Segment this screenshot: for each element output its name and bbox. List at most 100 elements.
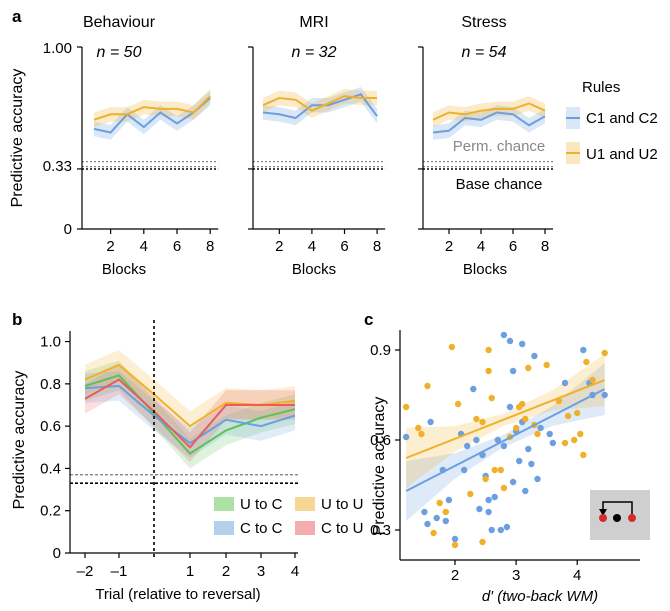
subplot-n-stress: n = 54 <box>462 44 507 61</box>
xtick-label-stress-4: 4 <box>477 238 485 255</box>
panel-b-plot: 1.0 0.8 0.6 0.4 0.2 0 –2 –1 1 2 3 4 <box>40 320 299 580</box>
c-ci-band-blue <box>406 363 605 521</box>
c-point-orange-3 <box>424 382 431 390</box>
schematic-arrow <box>602 501 633 515</box>
xtick-label-mri-8: 8 <box>373 238 381 255</box>
c-point-orange-16 <box>485 367 492 375</box>
legend-label-u-to-u: U to U <box>321 496 364 513</box>
c-point-orange-1 <box>415 424 422 432</box>
c-point-blue-31 <box>516 457 523 465</box>
panel-c-ylabel: Predictive accuracy <box>371 397 388 536</box>
band-u-stress <box>433 96 545 128</box>
c-point-blue-36 <box>528 460 535 468</box>
c-point-blue-37 <box>531 352 538 360</box>
line-c-mri <box>262 93 378 120</box>
legend-label-u-to-c: U to C <box>240 496 283 513</box>
schematic-background <box>590 490 650 540</box>
legend-swatch-u-to-u <box>295 497 315 511</box>
c-ytick-label-2: 0.3 <box>370 522 391 539</box>
c-point-blue-14 <box>476 505 483 513</box>
xtick-label-stress-8: 8 <box>541 238 549 255</box>
c-point-blue-24 <box>500 442 508 450</box>
c-point-orange-33 <box>571 436 578 444</box>
c-point-blue-4 <box>433 514 440 522</box>
a-ytick-0: 0 <box>64 221 72 238</box>
b-xtick-label-2: 1 <box>186 563 194 580</box>
panel-c-plot: 0.9 0.6 0.3 2 3 4 <box>370 330 640 584</box>
legend-label-c-to-c: C to C <box>240 520 283 537</box>
xtick-label-behaviour-6: 6 <box>173 238 181 255</box>
b-line-u-to-c <box>84 374 296 455</box>
c-point-blue-34 <box>522 487 529 495</box>
c-xtick-label-1: 3 <box>512 567 520 584</box>
xtick-label-stress-2: 2 <box>445 238 453 255</box>
subplot-n-mri: n = 32 <box>292 44 337 61</box>
b-band-u-to-u <box>85 350 295 441</box>
b-band-u-to-c <box>85 360 295 469</box>
subplot-title-stress: Stress <box>461 14 506 31</box>
c-point-orange-32 <box>564 412 572 420</box>
c-point-blue-40 <box>546 430 553 438</box>
c-point-orange-17 <box>488 394 495 402</box>
b-xtick-label-3: 2 <box>222 563 230 580</box>
c-point-orange-13 <box>479 418 486 426</box>
c-point-blue-35 <box>525 445 532 453</box>
c-point-blue-46 <box>601 391 608 399</box>
subplot-n-behaviour: n = 50 <box>97 44 142 61</box>
c-point-blue-27 <box>506 403 514 411</box>
b-ytick-label-1: 0.8 <box>40 376 61 393</box>
subplot-title-mri: MRI <box>299 14 328 31</box>
c-point-orange-28 <box>534 430 541 438</box>
c-point-blue-10 <box>461 466 468 474</box>
c-point-blue-41 <box>549 439 556 447</box>
c-point-orange-12 <box>479 538 486 546</box>
c-point-blue-22 <box>497 526 504 534</box>
c-xtick-label-0: 2 <box>451 567 459 584</box>
c-point-blue-29 <box>509 478 517 486</box>
b-xtick-label-1: –1 <box>111 563 128 580</box>
c-point-blue-2 <box>424 520 431 528</box>
panel-b-xlabel: Trial (relative to reversal) <box>95 586 260 603</box>
c-ytick-label-1: 0.6 <box>370 432 391 449</box>
legend-swatch-c-to-u <box>295 521 315 535</box>
b-xtick-label-4: 3 <box>257 563 265 580</box>
c-point-blue-11 <box>464 442 471 450</box>
c-point-orange-2 <box>418 430 425 438</box>
xtick-label-stress-6: 6 <box>509 238 517 255</box>
xtick-label-mri-6: 6 <box>340 238 348 255</box>
c-point-blue-6 <box>442 517 449 525</box>
c-point-orange-10 <box>467 490 474 498</box>
c-point-blue-13 <box>473 436 480 444</box>
c-point-orange-31 <box>561 439 569 447</box>
line-u-stress <box>432 102 546 121</box>
c-point-orange-26 <box>525 364 532 372</box>
legend-label-u: U1 and U2 <box>586 146 658 163</box>
c-point-blue-17 <box>485 508 492 516</box>
a-xlabel-stress: Blocks <box>463 261 507 278</box>
legend-swatch-u-to-c <box>214 497 234 511</box>
c-point-orange-15 <box>485 346 492 354</box>
schematic-dot-black <box>613 514 621 522</box>
c-point-orange-6 <box>442 508 449 516</box>
line-u-behaviour <box>93 95 211 121</box>
panel-b-letter: b <box>12 310 22 329</box>
line-c-behaviour <box>93 97 211 134</box>
c-point-orange-19 <box>497 466 504 474</box>
panel-c-letter: c <box>364 310 373 329</box>
two-back-schematic-icon <box>590 490 650 540</box>
c-point-orange-38 <box>589 376 596 384</box>
c-point-blue-0 <box>402 433 410 441</box>
b-band-c-to-c <box>85 371 295 458</box>
b-xtick-label-0: –2 <box>77 563 94 580</box>
legend-title-rules: Rules <box>582 79 620 96</box>
line-c-stress <box>432 111 546 134</box>
b-band-c-to-u <box>85 364 295 463</box>
xtick-label-behaviour-8: 8 <box>206 238 214 255</box>
schematic-dot-red-right <box>628 514 636 522</box>
b-ytick-label-5: 0 <box>53 545 61 562</box>
xtick-label-behaviour-4: 4 <box>140 238 148 255</box>
b-ytick-label-0: 1.0 <box>40 334 61 351</box>
c-point-blue-38 <box>534 475 541 483</box>
a-ytick-1: 1.00 <box>43 40 72 57</box>
